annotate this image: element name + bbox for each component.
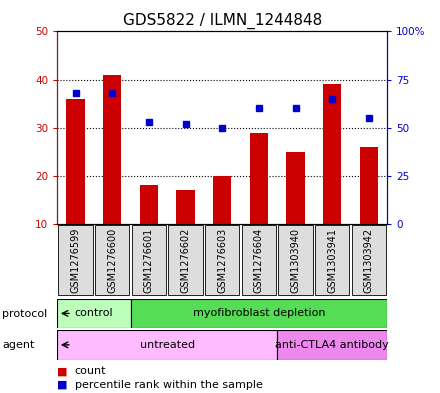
FancyBboxPatch shape <box>279 226 313 295</box>
Bar <box>176 190 195 224</box>
Bar <box>213 176 231 224</box>
Text: GSM1276602: GSM1276602 <box>180 228 191 293</box>
Bar <box>323 84 341 224</box>
FancyBboxPatch shape <box>169 226 203 295</box>
FancyBboxPatch shape <box>205 226 239 295</box>
FancyBboxPatch shape <box>95 226 129 295</box>
Text: ■: ■ <box>57 366 68 376</box>
Bar <box>57 299 131 328</box>
Text: myofibroblast depletion: myofibroblast depletion <box>193 309 325 318</box>
Bar <box>66 99 85 224</box>
Bar <box>103 75 121 224</box>
Bar <box>131 299 387 328</box>
Bar <box>277 330 387 360</box>
Bar <box>140 185 158 224</box>
FancyBboxPatch shape <box>58 226 93 295</box>
FancyBboxPatch shape <box>132 226 166 295</box>
Text: GSM1276604: GSM1276604 <box>254 228 264 293</box>
Text: GSM1276600: GSM1276600 <box>107 228 117 293</box>
Title: GDS5822 / ILMN_1244848: GDS5822 / ILMN_1244848 <box>123 13 322 29</box>
Text: untreated: untreated <box>139 340 195 350</box>
Text: protocol: protocol <box>2 309 48 319</box>
Text: GSM1303941: GSM1303941 <box>327 228 337 293</box>
Bar <box>250 132 268 224</box>
Text: ■: ■ <box>57 380 68 390</box>
Bar <box>286 152 305 224</box>
Text: GSM1303940: GSM1303940 <box>290 228 301 293</box>
FancyBboxPatch shape <box>352 226 386 295</box>
Text: percentile rank within the sample: percentile rank within the sample <box>75 380 263 390</box>
Text: GSM1303942: GSM1303942 <box>364 228 374 293</box>
Text: GSM1276601: GSM1276601 <box>144 228 154 293</box>
FancyBboxPatch shape <box>315 226 349 295</box>
Text: control: control <box>74 309 113 318</box>
FancyBboxPatch shape <box>242 226 276 295</box>
Bar <box>360 147 378 224</box>
Bar <box>57 330 277 360</box>
Text: GSM1276599: GSM1276599 <box>70 228 81 293</box>
Text: GSM1276603: GSM1276603 <box>217 228 227 293</box>
Text: anti-CTLA4 antibody: anti-CTLA4 antibody <box>275 340 389 350</box>
Text: agent: agent <box>2 340 35 350</box>
Text: count: count <box>75 366 106 376</box>
